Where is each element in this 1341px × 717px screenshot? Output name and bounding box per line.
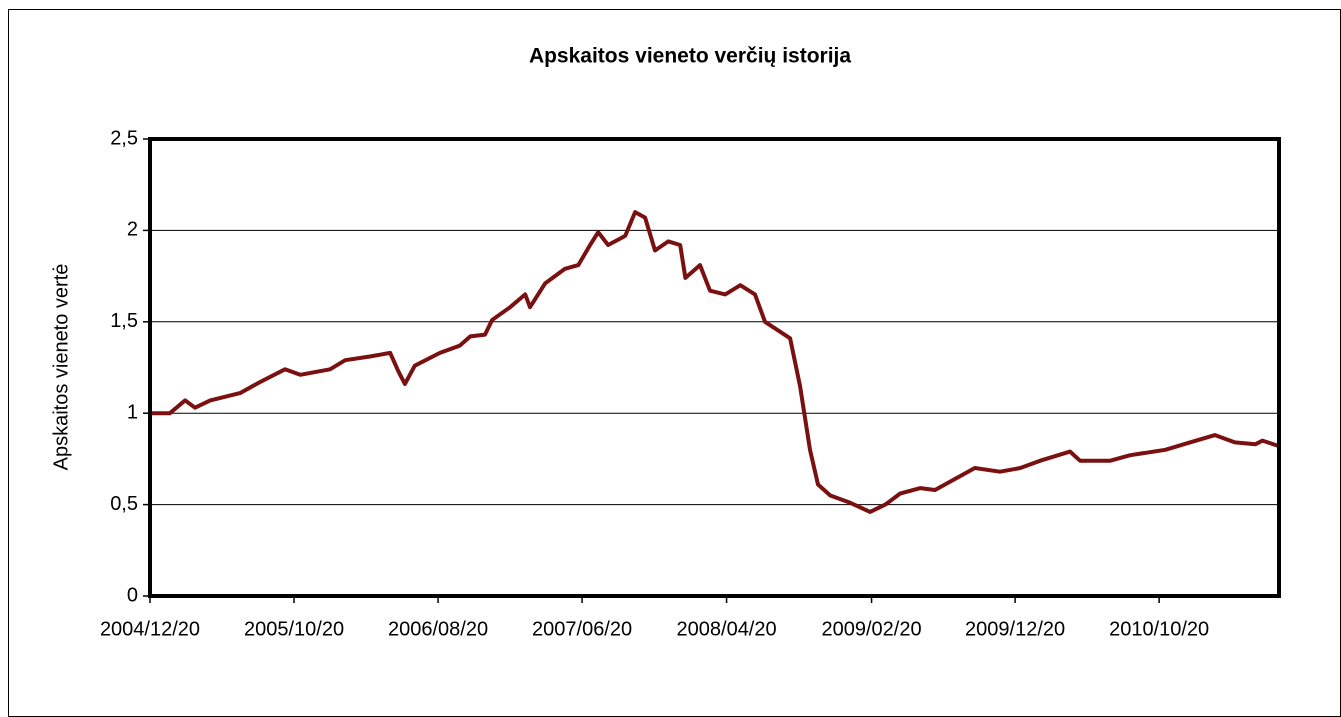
x-tick-label: 2009/02/20 (822, 618, 922, 640)
y-axis-label: Apskaitos vieneto vertė (50, 264, 72, 471)
y-tick-label: 1,5 (110, 310, 138, 332)
y-tick-label: 0,5 (110, 493, 138, 515)
chart-frame (8, 9, 1341, 717)
x-tick-label: 2009/12/20 (965, 618, 1065, 640)
x-tick-label: 2004/12/20 (100, 618, 200, 640)
x-tick-label: 2010/10/20 (1109, 618, 1209, 640)
x-tick-label: 2007/06/20 (532, 618, 632, 640)
y-tick-label: 0 (127, 584, 138, 606)
chart-title: Apskaitos vieneto verčių istorija (529, 45, 851, 68)
plot-frame (148, 137, 1281, 598)
x-tick-label: 2006/08/20 (388, 618, 488, 640)
x-tick-label: 2005/10/20 (244, 618, 344, 640)
y-tick-label: 2,5 (110, 127, 138, 149)
x-tick-label: 2008/04/20 (677, 618, 777, 640)
y-tick-label: 1 (127, 401, 138, 423)
y-tick-label: 2 (127, 219, 138, 241)
data-line (150, 210, 1280, 514)
